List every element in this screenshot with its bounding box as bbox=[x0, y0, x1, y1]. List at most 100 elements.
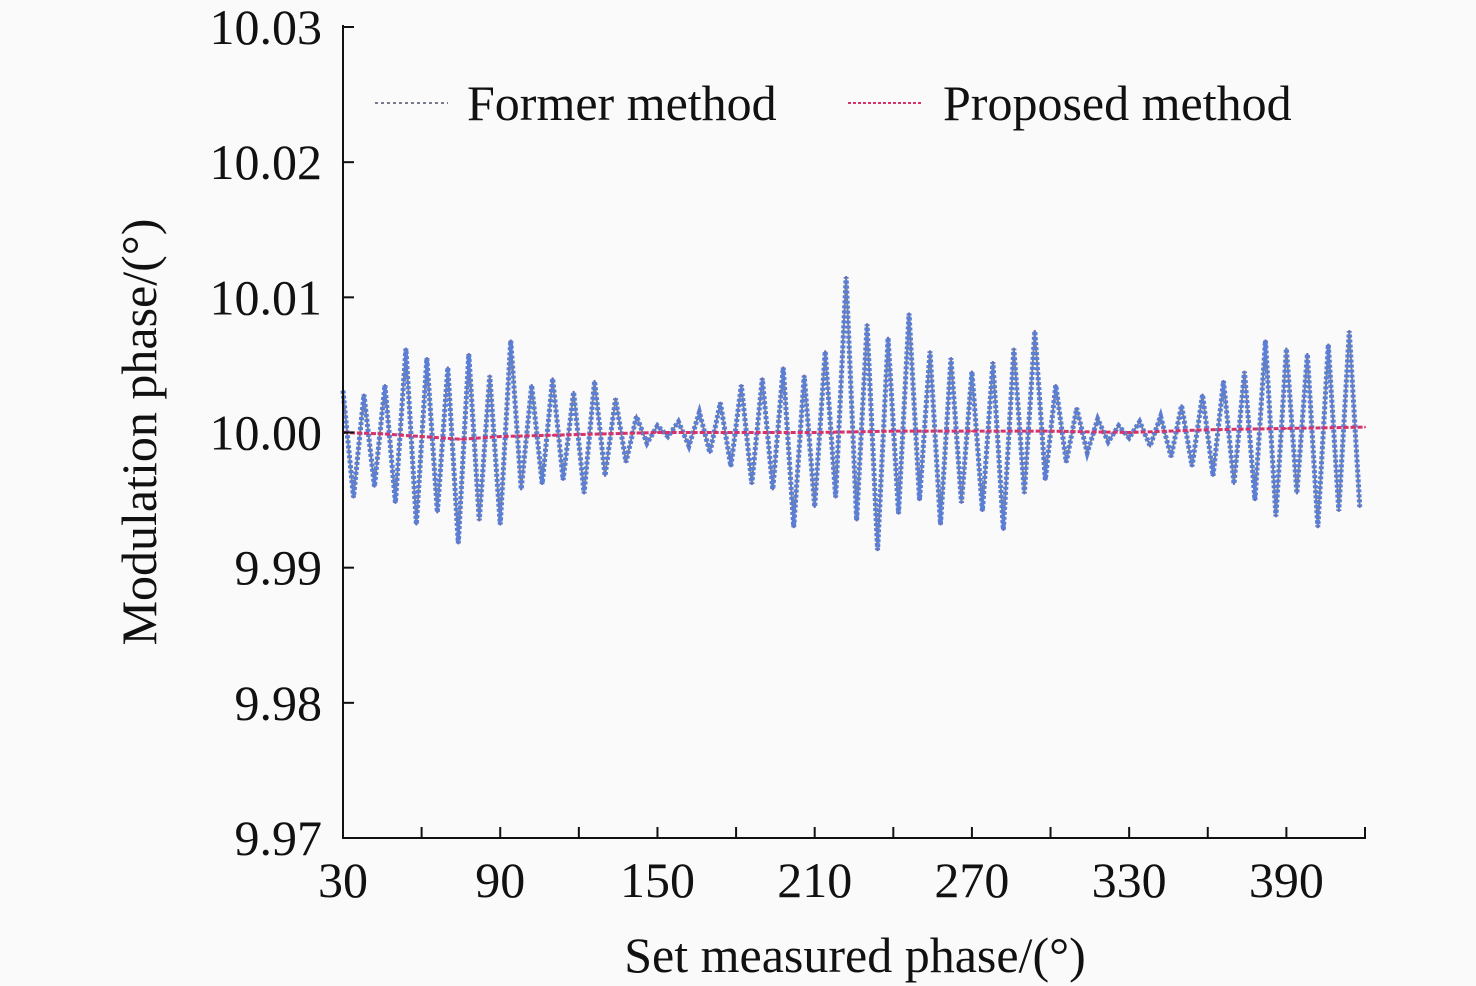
series-former-point bbox=[886, 336, 890, 340]
series-former-point bbox=[1201, 393, 1204, 396]
series-former-point bbox=[813, 505, 816, 509]
series-former-point bbox=[656, 424, 659, 427]
series-former-point bbox=[1232, 482, 1236, 486]
series-former-point bbox=[394, 501, 397, 504]
x-tick-label: 330 bbox=[1092, 852, 1167, 908]
x-tick-label: 90 bbox=[475, 852, 525, 908]
series-proposed-point bbox=[813, 431, 816, 434]
series-proposed-point bbox=[1364, 426, 1366, 429]
series-former-point bbox=[530, 383, 533, 387]
series-former-point bbox=[928, 350, 932, 353]
series-former-point bbox=[1180, 404, 1183, 407]
series-former-point bbox=[509, 339, 512, 342]
series-former-point bbox=[1002, 528, 1005, 532]
series-former-point bbox=[1316, 525, 1320, 529]
series-former-point bbox=[844, 275, 848, 279]
series-proposed-point bbox=[420, 435, 423, 438]
series-former-point bbox=[918, 498, 921, 502]
series-former-point bbox=[687, 444, 691, 448]
y-tick-label: 10.02 bbox=[210, 134, 323, 190]
series-former-point bbox=[666, 435, 670, 438]
series-former-point bbox=[1211, 474, 1215, 477]
series-former-point bbox=[719, 401, 722, 404]
y-axis-title: Modulation phase/(°) bbox=[111, 219, 167, 646]
series-former-point bbox=[645, 442, 649, 445]
series-former-point bbox=[1065, 461, 1068, 464]
series-proposed-point bbox=[499, 435, 502, 438]
y-tick-label: 9.97 bbox=[235, 810, 323, 866]
series-former-point bbox=[603, 474, 607, 477]
series-former-point bbox=[792, 525, 795, 529]
series-proposed-point bbox=[459, 438, 462, 441]
y-tick-label: 9.99 bbox=[235, 540, 323, 596]
series-former-point bbox=[1023, 492, 1026, 495]
series-former-point bbox=[1348, 329, 1351, 333]
series-former-point bbox=[907, 312, 911, 315]
series-former-point bbox=[614, 397, 617, 400]
series-former-point bbox=[1054, 383, 1057, 387]
series-former-point bbox=[467, 352, 470, 356]
series-former-point bbox=[750, 482, 753, 486]
series-former-point bbox=[970, 370, 974, 373]
legend-label-former: Former method bbox=[467, 75, 777, 131]
x-tick-label: 390 bbox=[1249, 852, 1324, 908]
series-former-point bbox=[782, 366, 785, 369]
series-former-point bbox=[1295, 492, 1299, 495]
series-former-point bbox=[1306, 352, 1309, 356]
series-former-point bbox=[478, 519, 481, 522]
series-layer bbox=[340, 275, 1366, 552]
ticks-layer bbox=[343, 26, 1366, 839]
series-former-point bbox=[1327, 343, 1330, 346]
series-former-point bbox=[1169, 455, 1173, 459]
series-proposed-point bbox=[892, 430, 895, 433]
y-tick-label: 10.01 bbox=[210, 269, 323, 325]
series-former-point bbox=[1086, 451, 1089, 454]
series-former-point bbox=[488, 374, 491, 377]
series-former-point bbox=[803, 374, 806, 377]
series-former-point bbox=[624, 461, 628, 464]
series-former-point bbox=[1264, 339, 1267, 342]
series-former-point bbox=[446, 366, 450, 369]
y-tick-label: 10.00 bbox=[210, 405, 323, 461]
x-tick-label: 150 bbox=[620, 852, 695, 908]
series-former-point bbox=[1117, 424, 1120, 427]
series-proposed-point bbox=[604, 432, 607, 435]
series-former-point bbox=[771, 488, 774, 491]
x-tick-label: 30 bbox=[318, 852, 368, 908]
x-axis-title: Set measured phase/(°) bbox=[624, 927, 1086, 983]
series-former-point bbox=[572, 390, 575, 394]
series-former-point bbox=[949, 356, 953, 360]
series-former-point bbox=[939, 523, 942, 526]
series-proposed-point bbox=[1206, 428, 1209, 431]
series-former-point bbox=[1033, 329, 1037, 333]
x-tick-label: 210 bbox=[777, 852, 852, 908]
series-former-point bbox=[1285, 347, 1288, 350]
series-former-point bbox=[698, 411, 701, 414]
series-former-point bbox=[352, 496, 355, 499]
series-proposed-point bbox=[1128, 431, 1131, 434]
series-proposed-point bbox=[1285, 427, 1288, 430]
series-former-point bbox=[635, 415, 638, 418]
series-former-point bbox=[991, 361, 995, 364]
series-former-point bbox=[404, 347, 408, 350]
series-proposed-point bbox=[656, 431, 659, 434]
series-former-point bbox=[677, 420, 680, 423]
series-former-point bbox=[457, 542, 460, 545]
tick-labels: 30 90 150 210 270 330 390 9.97 9.98 9.99 10.00 10.0… bbox=[210, 0, 1324, 908]
series-former-point bbox=[383, 383, 387, 387]
series-former-point bbox=[582, 492, 586, 495]
series-former-point bbox=[1075, 406, 1078, 410]
series-former-point bbox=[1243, 370, 1246, 373]
series-former-point bbox=[362, 393, 366, 396]
series-former-point bbox=[1358, 505, 1361, 509]
series-former-point bbox=[499, 523, 502, 526]
series-proposed-point bbox=[381, 432, 384, 435]
legend: Former method Proposed method bbox=[375, 75, 1292, 131]
series-former-point bbox=[1222, 379, 1225, 383]
series-former-point bbox=[415, 523, 418, 526]
series-former-line bbox=[340, 276, 1363, 551]
series-former-point bbox=[1012, 347, 1016, 350]
series-former-point bbox=[593, 379, 596, 383]
y-tick-label: 10.03 bbox=[210, 0, 323, 55]
